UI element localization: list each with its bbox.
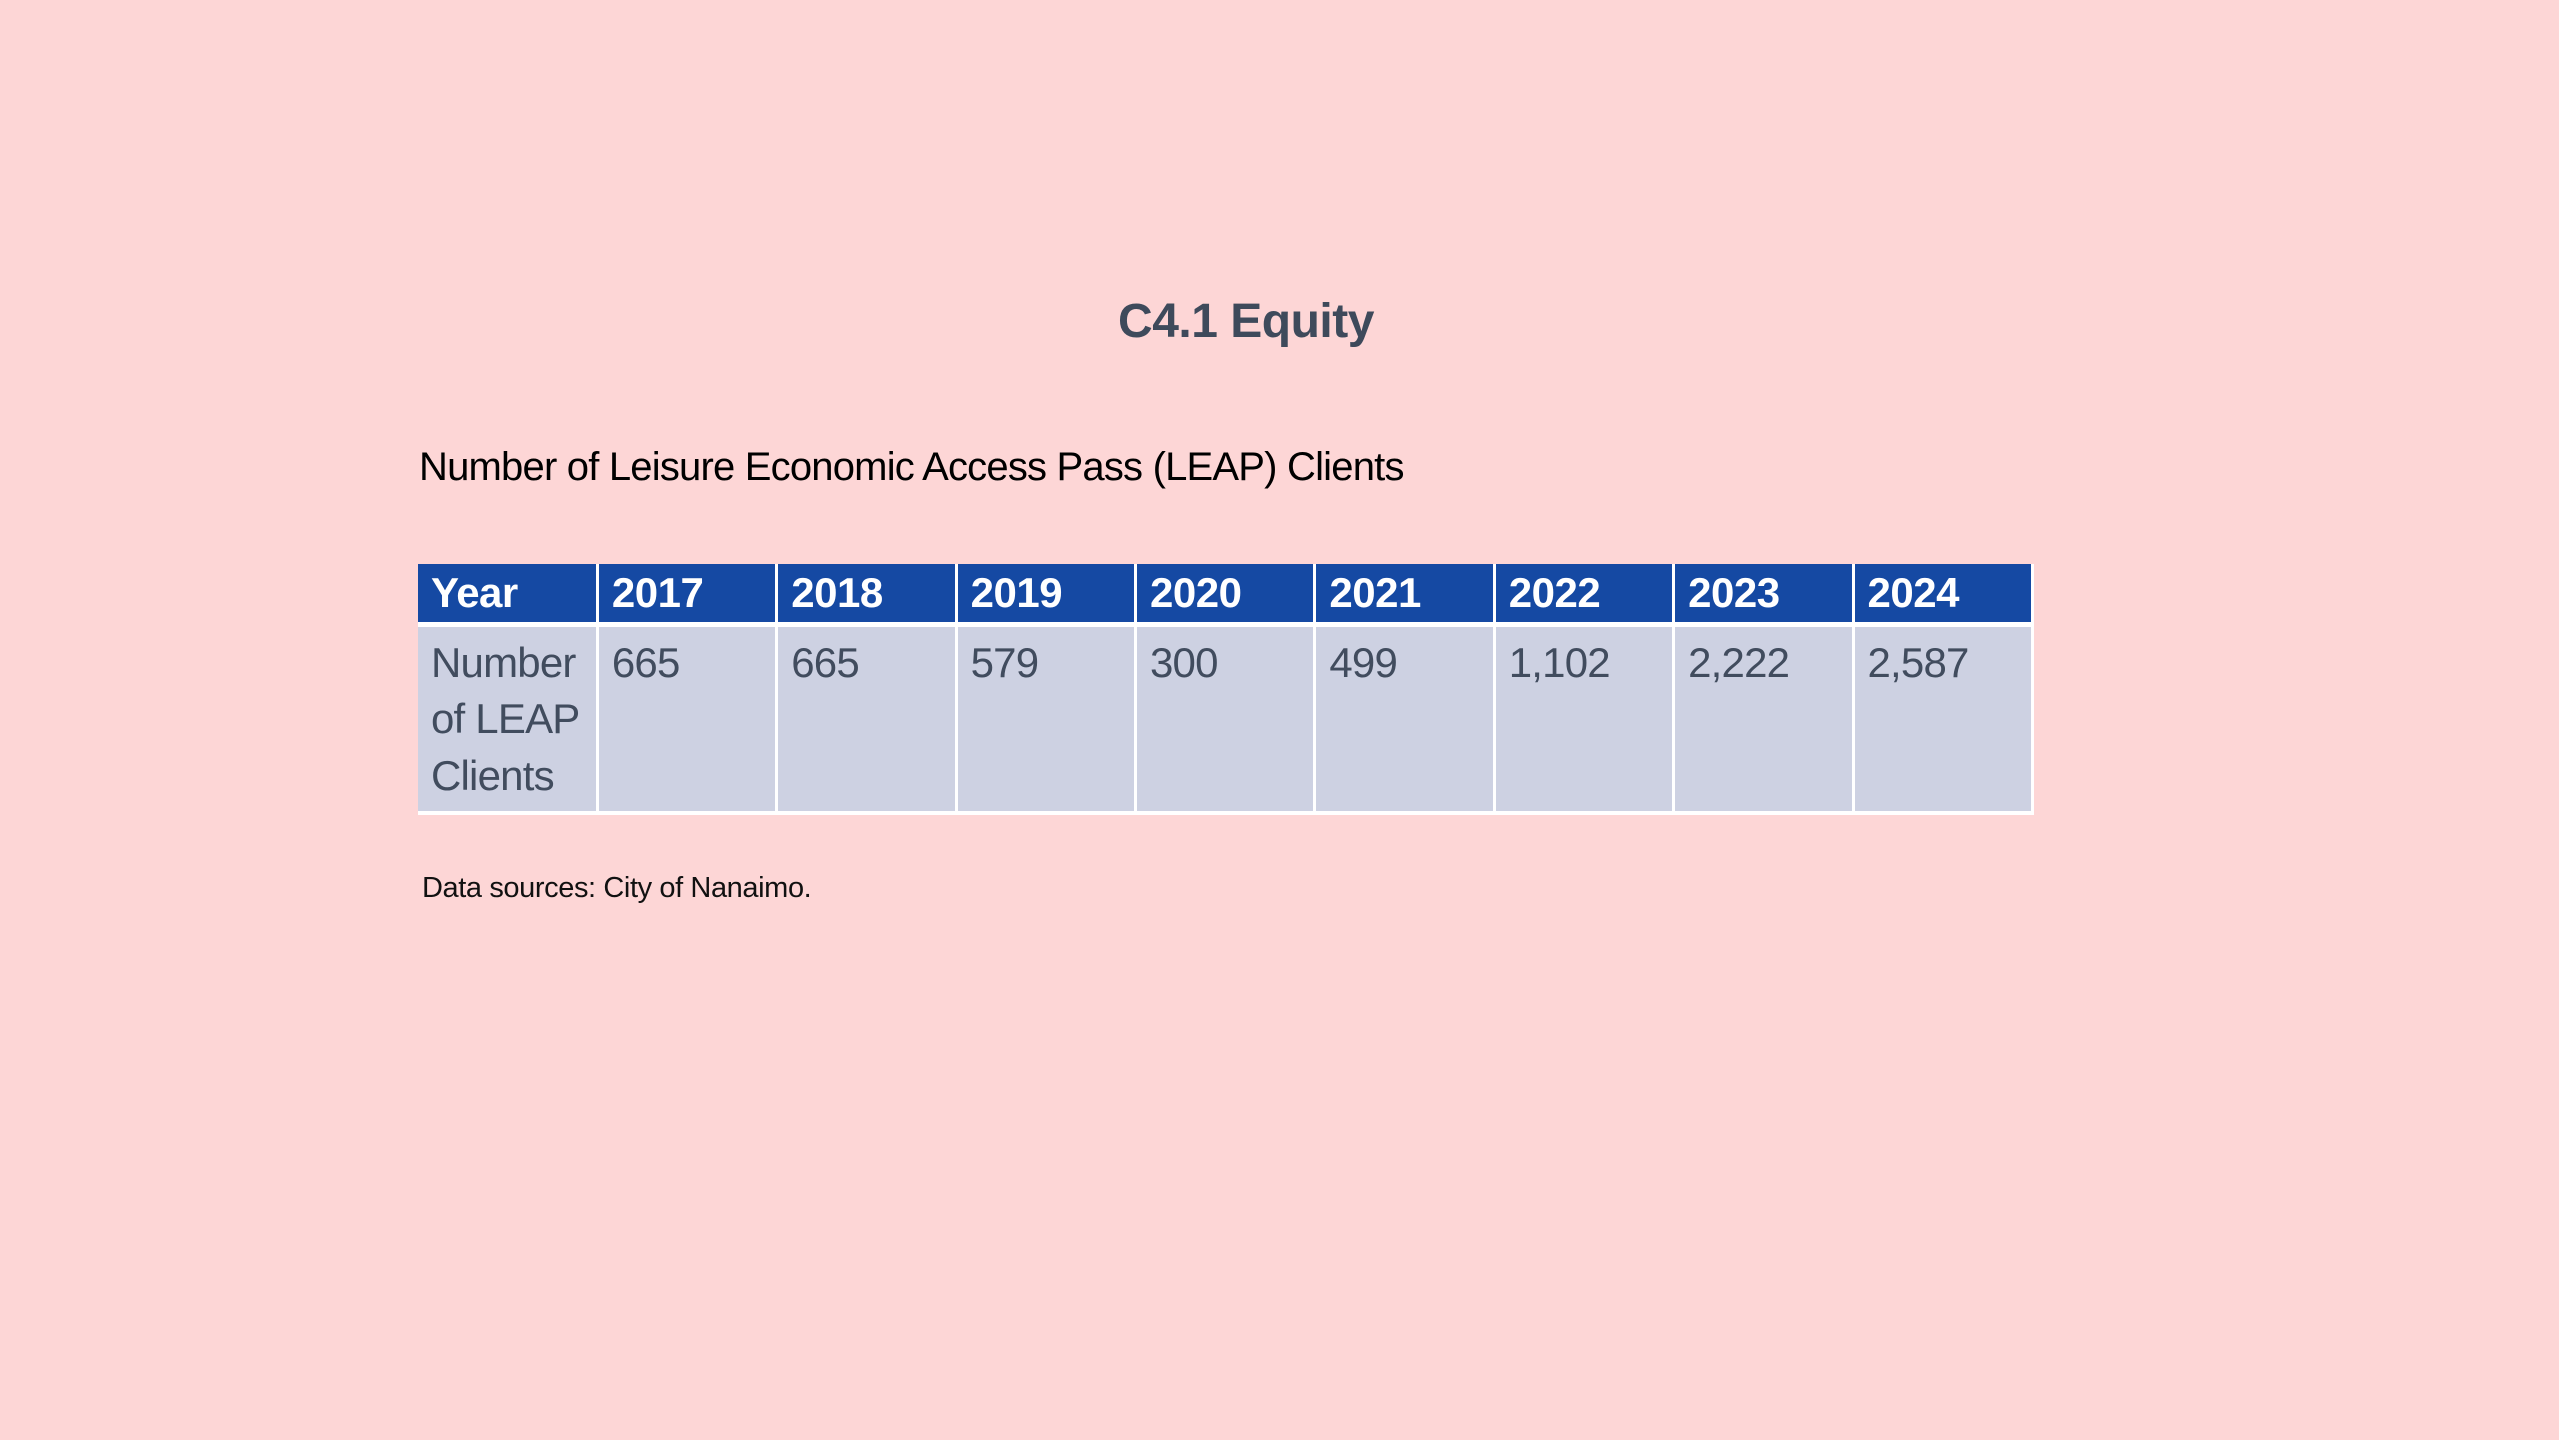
value-cell-2018: 665 bbox=[776, 624, 958, 815]
header-cell-year: Year bbox=[418, 564, 599, 627]
data-sources-note: Data sources: City of Nanaimo. bbox=[422, 872, 812, 904]
header-cell-2020: 2020 bbox=[1135, 564, 1317, 627]
value-cell-2021: 499 bbox=[1314, 624, 1496, 815]
value-cell-2023: 2,222 bbox=[1673, 624, 1855, 815]
value-cell-2024: 2,587 bbox=[1853, 624, 2034, 815]
table-caption: Number of Leisure Economic Access Pass (… bbox=[419, 445, 1404, 489]
row-label-cell: Number of LEAP Clients bbox=[418, 624, 599, 815]
value-cell-2020: 300 bbox=[1135, 624, 1317, 815]
header-cell-2017: 2017 bbox=[597, 564, 779, 627]
header-cell-2024: 2024 bbox=[1853, 564, 2034, 627]
header-cell-2023: 2023 bbox=[1673, 564, 1855, 627]
value-cell-2019: 579 bbox=[956, 624, 1138, 815]
slide-title: C4.1 Equity bbox=[1118, 295, 1374, 348]
table-row: Number of LEAP Clients 665 665 579 300 4… bbox=[418, 624, 2034, 815]
value-cell-2017: 665 bbox=[597, 624, 779, 815]
header-cell-2021: 2021 bbox=[1314, 564, 1496, 627]
value-cell-2022: 1,102 bbox=[1494, 624, 1676, 815]
header-cell-2022: 2022 bbox=[1494, 564, 1676, 627]
leap-clients-table: Year 2017 2018 2019 2020 2021 2022 2023 … bbox=[418, 564, 2034, 815]
header-cell-2018: 2018 bbox=[776, 564, 958, 627]
table-header-row: Year 2017 2018 2019 2020 2021 2022 2023 … bbox=[418, 564, 2034, 627]
header-cell-2019: 2019 bbox=[956, 564, 1138, 627]
